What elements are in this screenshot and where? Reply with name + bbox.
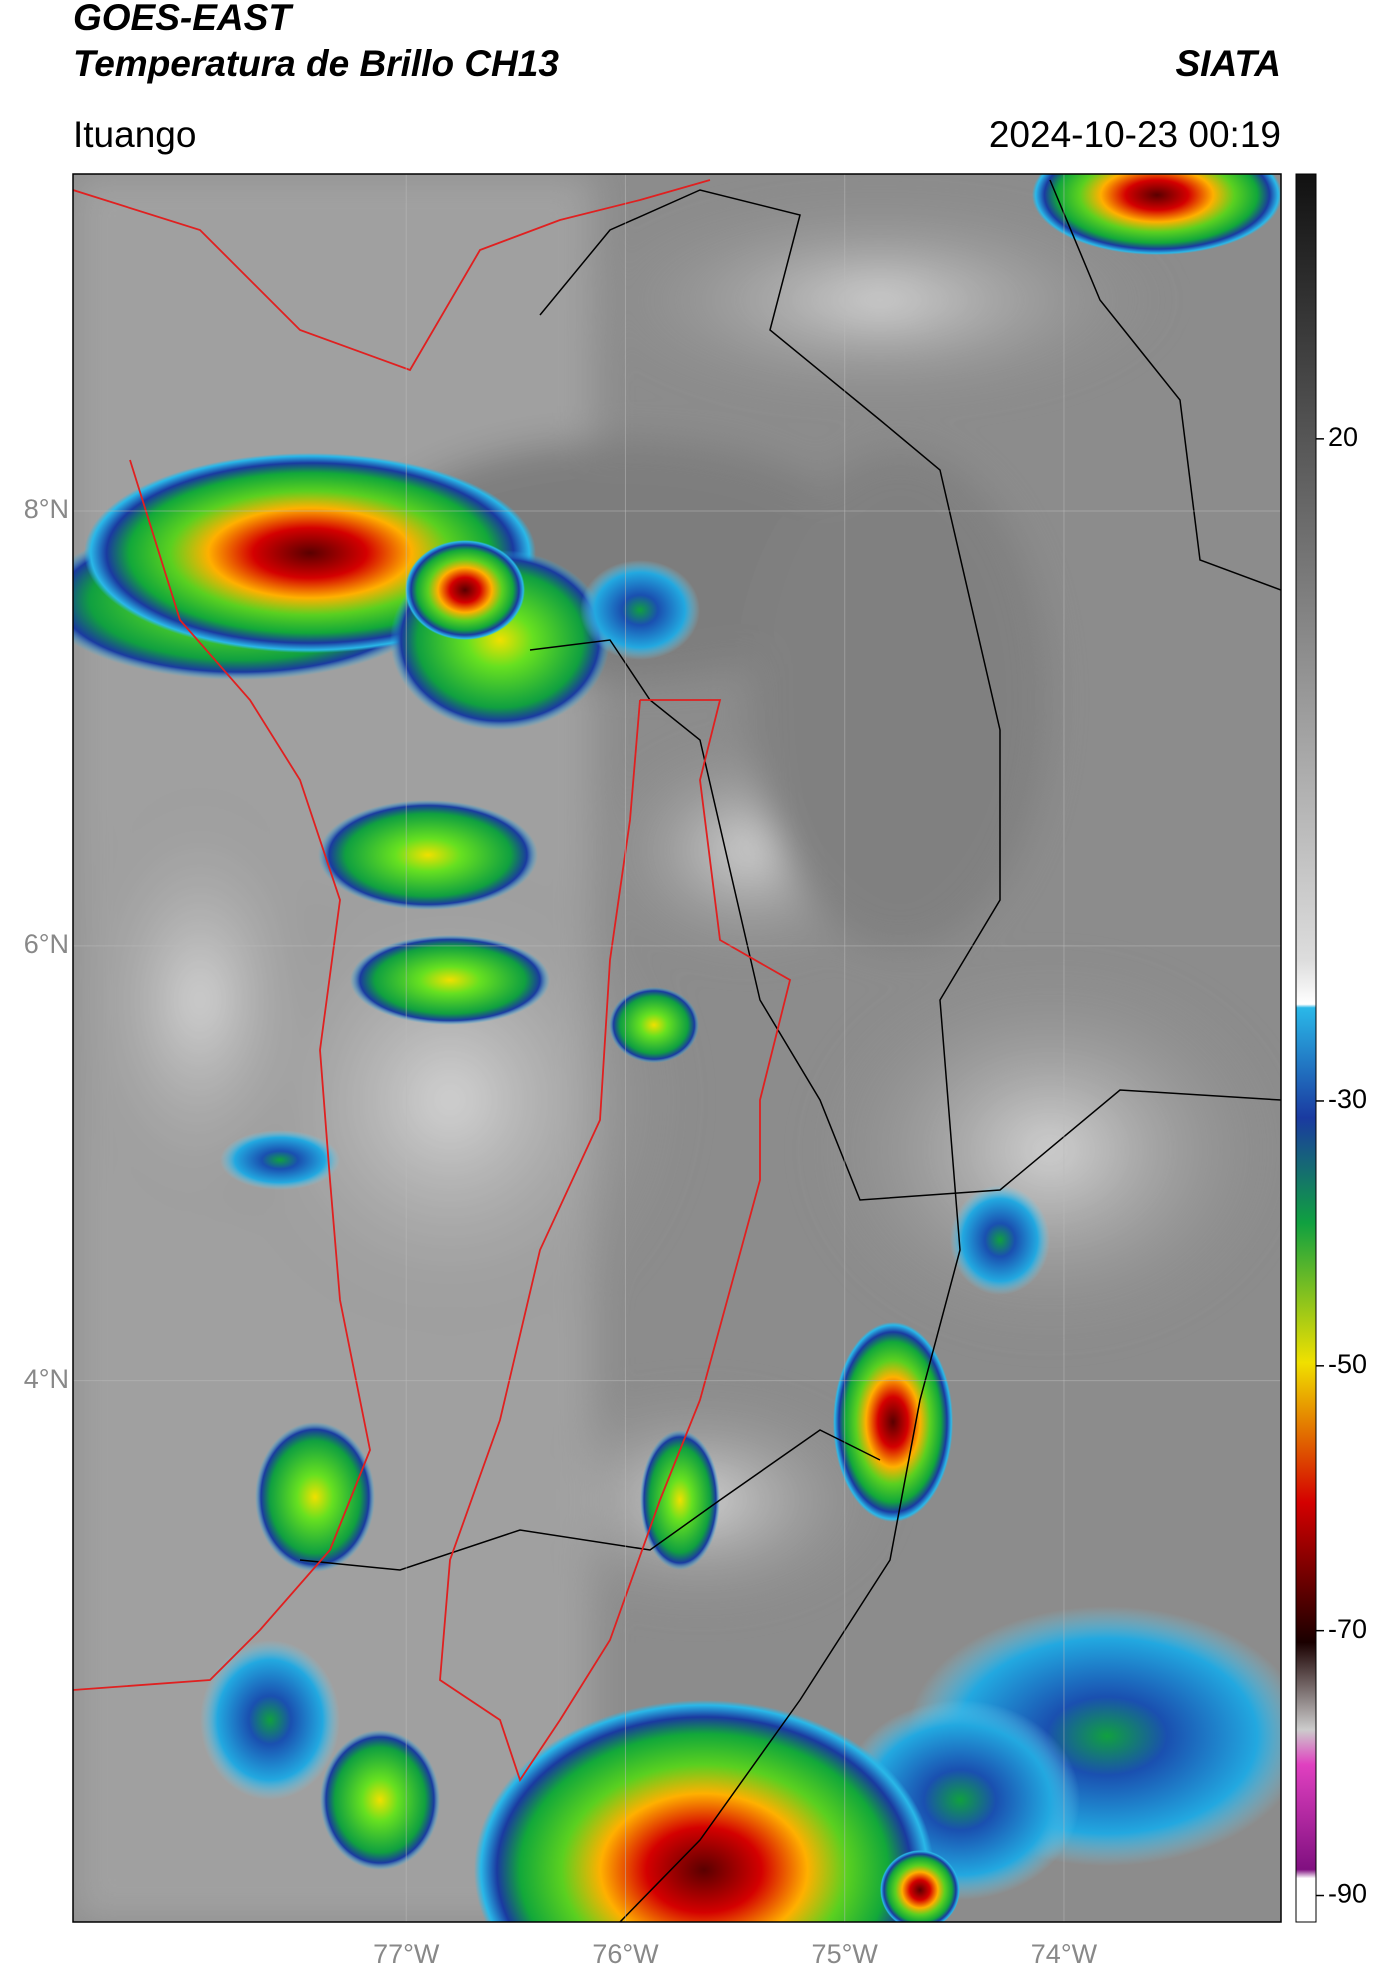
satellite: GOES-EAST xyxy=(73,0,294,38)
source: SIATA xyxy=(1175,43,1281,84)
x-tick-label: 76°W xyxy=(592,1939,659,1969)
x-tick-label: 74°W xyxy=(1031,1939,1098,1969)
location: Ituango xyxy=(73,114,196,155)
colorbar-label: -30 xyxy=(1328,1084,1367,1114)
x-tick-label: 75°W xyxy=(812,1939,879,1969)
x-tick-label: 77°W xyxy=(373,1939,440,1969)
colorbar-label: -70 xyxy=(1328,1614,1367,1644)
datetime: 2024-10-23 00:19 xyxy=(989,114,1281,155)
y-tick-label: 4°N xyxy=(24,1364,69,1394)
y-tick-label: 8°N xyxy=(24,494,69,524)
product: Temperatura de Brillo CH13 xyxy=(73,43,559,84)
map-frame xyxy=(72,173,1282,1923)
colorbar xyxy=(1295,173,1317,1923)
colorbar-label: -50 xyxy=(1328,1349,1367,1379)
colorbar-label: 20 xyxy=(1328,422,1358,452)
colorbar-label: -90 xyxy=(1328,1879,1367,1909)
satellite-image xyxy=(73,174,1281,1922)
y-tick-label: 6°N xyxy=(24,929,69,959)
